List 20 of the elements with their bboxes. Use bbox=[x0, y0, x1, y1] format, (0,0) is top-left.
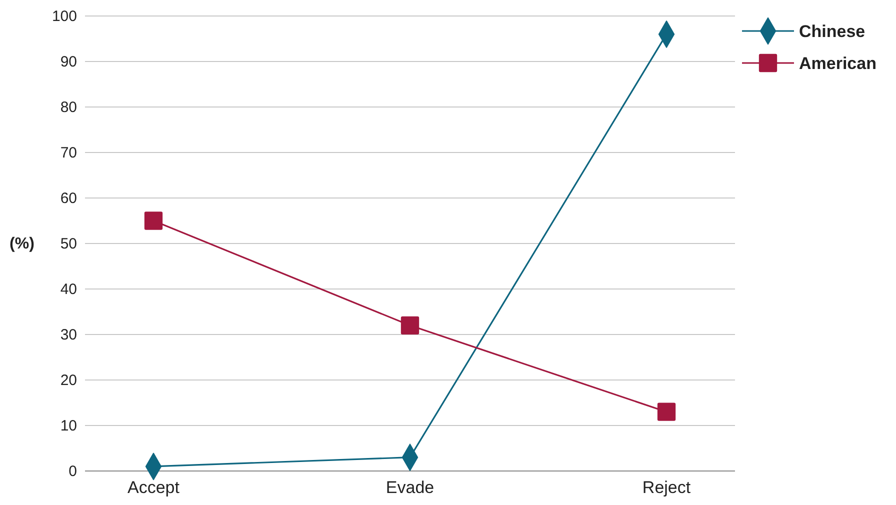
point bbox=[144, 212, 163, 230]
y-axis-title: (%) bbox=[10, 236, 34, 252]
y-tick-label: 20 bbox=[60, 372, 77, 389]
y-tick-label: 40 bbox=[60, 280, 77, 298]
y-tick-label: 0 bbox=[68, 462, 77, 480]
y-tick-label: 30 bbox=[60, 326, 77, 344]
x-tick-label: Reject bbox=[642, 478, 691, 498]
point bbox=[400, 316, 420, 334]
y-tick-label: 90 bbox=[60, 53, 77, 70]
point bbox=[657, 402, 676, 421]
x-tick-label: Evade bbox=[386, 478, 434, 498]
y-tick-label: 60 bbox=[60, 190, 77, 207]
x-tick-label: Accept bbox=[127, 478, 180, 498]
legend-label: American bbox=[799, 54, 876, 73]
y-tick-label: 10 bbox=[60, 417, 77, 434]
y-tick-label: 70 bbox=[60, 144, 77, 162]
y-tick-label: 80 bbox=[60, 98, 77, 116]
y-tick-label: 50 bbox=[60, 235, 77, 252]
y-tick-label: 100 bbox=[52, 8, 77, 25]
legend-label: Chinese bbox=[799, 22, 866, 41]
